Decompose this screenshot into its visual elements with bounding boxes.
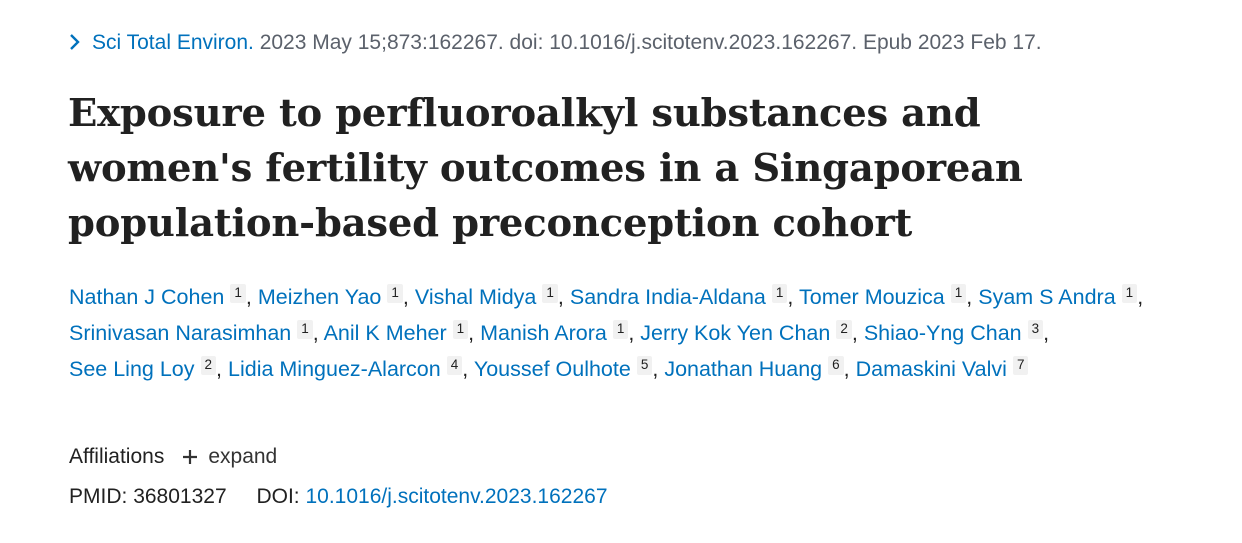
- affiliation-number[interactable]: 4: [446, 356, 463, 375]
- author-item: Srinivasan Narasimhan 1,: [69, 320, 319, 345]
- expand-label: expand: [208, 445, 278, 468]
- affiliation-number[interactable]: 2: [836, 320, 852, 339]
- author-link[interactable]: Lidia Minguez-Alarcon: [228, 357, 441, 381]
- author-separator: ,: [557, 285, 564, 309]
- author-link[interactable]: Tomer Mouzica: [798, 285, 945, 309]
- journal-link[interactable]: Sci Total Environ.: [92, 31, 254, 54]
- identifiers-row: PMID: 36801327 DOI: 10.1016/j.scitotenv.…: [69, 485, 608, 509]
- author-link[interactable]: Sandra India-Aldana: [569, 285, 766, 309]
- author-link[interactable]: Jerry Kok Yen Chan: [640, 321, 831, 345]
- author-item: Meizhen Yao 1,: [257, 284, 409, 309]
- author-link[interactable]: Meizhen Yao: [257, 285, 382, 309]
- author-item: Manish Arora 1,: [480, 320, 635, 345]
- author-item: Jerry Kok Yen Chan 2,: [640, 320, 858, 345]
- affiliation-number[interactable]: 1: [297, 320, 313, 339]
- author-item: See Ling Loy 2,: [69, 356, 223, 381]
- doi-label: DOI:: [256, 485, 300, 508]
- author-separator: ,: [1137, 285, 1144, 309]
- affiliation-number[interactable]: 6: [828, 356, 844, 375]
- author-link[interactable]: Nathan J Cohen: [69, 285, 225, 309]
- expand-affiliations-button[interactable]: expand: [180, 445, 277, 469]
- affiliation-number[interactable]: 1: [771, 284, 788, 303]
- author-separator: ,: [628, 321, 635, 345]
- author-link[interactable]: Srinivasan Narasimhan: [69, 321, 292, 345]
- affiliation-number[interactable]: 2: [200, 356, 217, 375]
- authors-list: Nathan J Cohen 1, Meizhen Yao 1, Vishal Mi…: [69, 279, 1189, 387]
- chevron-right-icon: [68, 33, 86, 57]
- author-item: Sandra India-Aldana 1,: [569, 284, 794, 309]
- author-separator: ,: [787, 285, 794, 309]
- affiliation-number[interactable]: 1: [612, 320, 629, 339]
- doi-link[interactable]: 10.1016/j.scitotenv.2023.162267: [305, 485, 608, 508]
- citation-details: 2023 May 15;873:162267. doi: 10.1016/j.s…: [253, 31, 1042, 54]
- author-item: Syam S Andra 1,: [978, 284, 1144, 309]
- affiliation-number[interactable]: 1: [1121, 284, 1138, 303]
- affiliation-number[interactable]: 1: [452, 320, 469, 339]
- author-separator: ,: [462, 357, 469, 381]
- author-link[interactable]: Vishal Midya: [414, 285, 537, 309]
- affiliations-label: Affiliations: [69, 445, 165, 468]
- author-separator: ,: [652, 357, 659, 381]
- author-link[interactable]: See Ling Loy: [69, 357, 195, 381]
- pmid-value: 36801327: [133, 485, 227, 508]
- author-item: Vishal Midya 1,: [414, 284, 564, 309]
- author-separator: ,: [216, 357, 223, 381]
- affiliations-row: Affiliations expand: [69, 445, 277, 469]
- author-separator: ,: [843, 357, 850, 381]
- author-item: Tomer Mouzica 1,: [798, 284, 973, 309]
- affiliation-number[interactable]: 1: [950, 284, 967, 303]
- affiliation-number[interactable]: 1: [387, 284, 403, 303]
- author-link[interactable]: Jonathan Huang: [664, 357, 823, 381]
- author-item: Nathan J Cohen 1,: [69, 284, 252, 309]
- affiliation-number[interactable]: 3: [1027, 320, 1044, 339]
- author-separator: ,: [851, 321, 858, 345]
- author-separator: ,: [245, 285, 252, 309]
- author-separator: ,: [402, 285, 409, 309]
- affiliation-number[interactable]: 1: [230, 284, 246, 303]
- author-link[interactable]: Shiao-Yng Chan: [863, 321, 1022, 345]
- author-item: Jonathan Huang 6,: [664, 356, 850, 381]
- article-title: Exposure to perfluoroalkyl substances an…: [68, 91, 1023, 246]
- author-link[interactable]: Manish Arora: [480, 321, 607, 345]
- author-item: Lidia Minguez-Alarcon 4,: [228, 356, 469, 381]
- author-separator: ,: [966, 285, 973, 309]
- author-link[interactable]: Anil K Meher: [323, 321, 447, 345]
- author-item: Damaskini Valvi 7: [855, 356, 1029, 381]
- author-item: Youssef Oulhote 5,: [473, 356, 659, 381]
- citation-line: Sci Total Environ. 2023 May 15;873:16226…: [68, 31, 1042, 57]
- author-link[interactable]: Syam S Andra: [978, 285, 1116, 309]
- affiliation-number[interactable]: 5: [636, 356, 653, 375]
- author-item: Anil K Meher 1,: [323, 320, 475, 345]
- plus-icon: [180, 447, 200, 467]
- author-separator: ,: [468, 321, 475, 345]
- author-link[interactable]: Damaskini Valvi: [855, 357, 1007, 381]
- author-separator: ,: [312, 321, 319, 345]
- affiliation-number[interactable]: 1: [542, 284, 558, 303]
- pmid-label: PMID:: [69, 485, 128, 508]
- author-link[interactable]: Youssef Oulhote: [473, 357, 631, 381]
- affiliation-number[interactable]: 7: [1012, 356, 1029, 375]
- author-item: Shiao-Yng Chan 3,: [863, 320, 1050, 345]
- author-separator: ,: [1043, 321, 1050, 345]
